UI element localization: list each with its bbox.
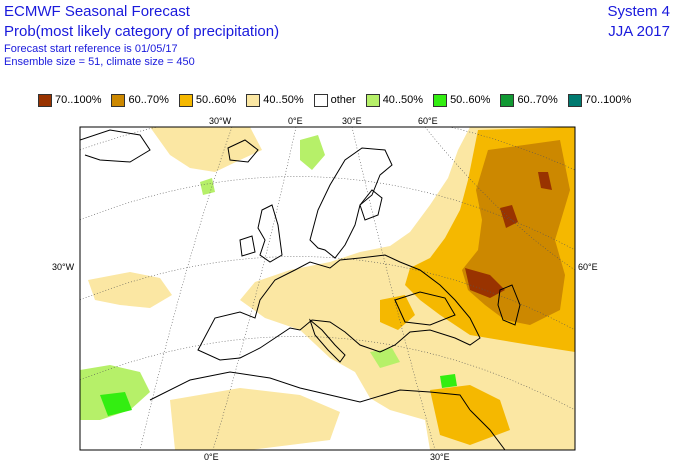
legend-swatch [246,93,261,107]
system-label: System 4 [607,3,670,20]
dry-40-50-region-africa [170,388,340,450]
legend-label: 70..100% [55,94,102,106]
coastline-europe-mainland [197,254,481,361]
legend-item-wet-50-60: 50..60% [433,93,491,107]
map-frame [79,126,576,451]
coastline-red-sea [469,409,506,450]
grid-label-top-0e: 0°E [288,116,303,126]
coastline-north-africa [149,371,471,411]
legend-item-dry-40-50: 40..50% [246,93,304,107]
legend-label: 40..50% [263,94,304,106]
legend-swatch [500,93,515,107]
probability-field [80,127,575,450]
wet-40-50-region-iberia-atlantic [80,365,150,420]
legend-item-other: other [313,93,356,107]
dry-40-50-region-central-atlantic [88,272,172,308]
legend-swatch [111,93,126,107]
coastline-greenland [80,129,151,163]
grid-label-top-30w: 30°W [209,116,232,126]
legend-item-dry-50-60: 50..60% [178,93,237,107]
coastline-ireland [239,235,256,257]
dry-50-60-region-balkans [380,295,415,330]
graticule-parallel-70n [80,127,575,171]
coastline-iceland [227,139,259,163]
graticule [80,127,575,450]
ensemble-size: Ensemble size = 51, climate size = 450 [4,56,195,68]
legend-swatch [567,93,582,107]
legend-swatch [365,93,380,107]
coastlines [80,129,521,450]
legend-item-wet-70-100: 70..100% [567,93,632,107]
coastline-great-britain [257,204,283,263]
wet-50-60-region-morocco [100,392,132,416]
legend-label: 60..70% [517,94,558,106]
legend-label: 60..70% [128,94,169,106]
legend-item-dry-70-100: 70..100% [38,93,102,107]
wet-40-50-region-scandinavia [300,135,325,170]
legend-swatch [38,93,52,107]
grid-label-top-30e: 30°E [342,116,362,126]
legend-label: 50..60% [195,94,237,106]
coastline-italy [308,318,346,363]
graticule-meridian-60e [424,127,575,271]
forecast-title: ECMWF Seasonal Forecast [4,3,190,20]
forecast-start-reference: Forecast start reference is 01/05/17 [4,43,178,55]
coastline-scandinavia [309,147,393,259]
wet-40-50-region-greenland [200,178,215,195]
legend-swatch [433,93,448,107]
coastline-black-sea [394,291,456,326]
legend-swatch [313,93,328,107]
dry-70-100-region-volga [465,268,505,298]
legend-item-wet-40-50: 40..50% [365,93,424,107]
dry-70-100-region-northeast [538,172,552,190]
wet-40-50-region-anatolia [370,348,400,368]
probability-legend: 70..100% 60..70% 50..60% 40..50% other 4… [38,92,641,108]
forecast-subtitle: Prob(most likely category of precipitati… [4,23,280,40]
legend-label: other [330,94,356,106]
legend-item-dry-60-70: 60..70% [111,93,169,107]
legend-label: 70..100% [584,94,632,106]
wet-50-60-region-egypt [440,374,457,388]
grid-label-bottom-30e: 30°E [430,452,450,462]
season-label: JJA 2017 [608,23,670,40]
grid-label-left-30w: 30°W [52,262,75,272]
graticule-meridian-30w [139,127,233,450]
legend-label: 40..50% [382,94,424,106]
dry-70-100-region-north [500,205,518,228]
grid-label-right-60e: 60°E [578,262,598,272]
coastline-finland [359,189,383,221]
legend-label: 50..60% [450,94,491,106]
grid-label-bottom-0e: 0°E [204,452,219,462]
coastline-caspian-sea [497,284,521,326]
legend-item-wet-60-70: 60..70% [500,93,558,107]
legend-swatch [178,93,193,107]
grid-label-top-60e: 60°E [418,116,438,126]
